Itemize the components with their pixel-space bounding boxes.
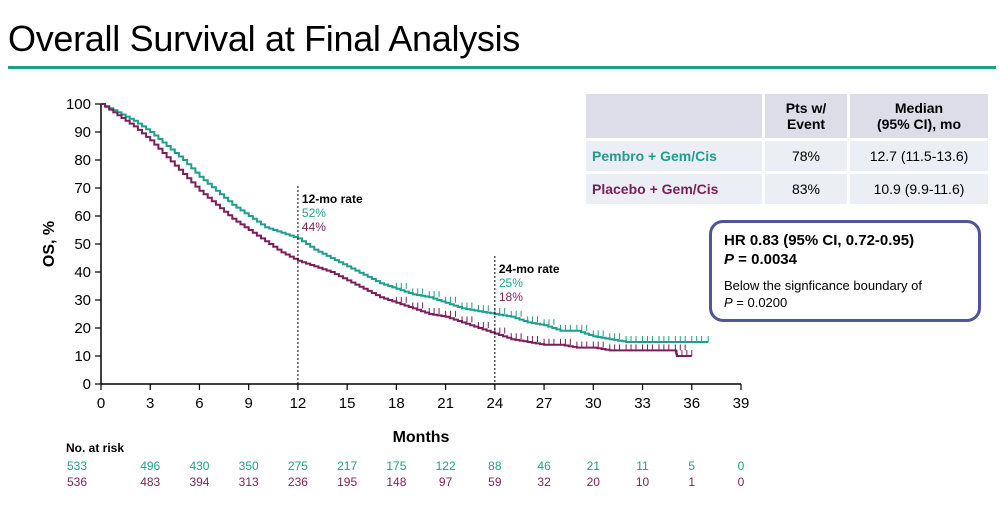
x-tick-label: 6	[195, 395, 203, 412]
y-tick-label: 40	[74, 264, 91, 281]
pembro-at-risk-value: 46	[537, 459, 551, 473]
pembro-at-risk-value: 496	[140, 459, 160, 473]
summary-row-label: Placebo + Gem/Cis	[586, 174, 762, 207]
x-tick-label: 24	[487, 395, 504, 412]
title-underline	[8, 66, 996, 69]
placebo-at-risk-value: 195	[337, 475, 357, 489]
x-tick-label: 33	[634, 395, 651, 412]
summary-header-pts-line2: Event	[786, 116, 826, 132]
placebo-at-risk-value: 10	[636, 475, 650, 489]
placebo-at-risk-value: 20	[587, 475, 601, 489]
summary-header-median-line1: Median	[894, 100, 944, 116]
placebo-at-risk-value: 1	[688, 475, 695, 489]
summary-header-empty	[586, 94, 762, 141]
pembro-curve	[101, 103, 709, 343]
pembro-at-risk-value: 122	[436, 459, 456, 473]
summary-header-median: Median (95% CI), mo	[847, 94, 988, 141]
x-tick-label: 30	[585, 395, 602, 412]
hazard-ratio-text: HR 0.83 (95% CI, 0.72-0.95)	[724, 232, 915, 249]
pembro-at-risk-value: 533	[67, 459, 87, 473]
x-tick-label: 18	[388, 395, 405, 412]
pembro-at-risk-value: 88	[488, 459, 502, 473]
summary-row-median: 12.7 (11.5-13.6)	[847, 141, 988, 174]
rate-label: 24-mo rate	[499, 262, 560, 276]
y-tick-label: 70	[74, 180, 91, 197]
x-tick-label: 15	[339, 395, 356, 412]
y-tick-label: 0	[83, 376, 91, 393]
y-tick-label: 50	[74, 236, 91, 253]
placebo-at-risk-value: 483	[140, 475, 160, 489]
placebo-rate-value: 44%	[302, 220, 326, 234]
pembro-at-risk-value: 175	[386, 459, 406, 473]
y-tick-label: 30	[74, 292, 91, 309]
x-tick-label: 3	[146, 395, 154, 412]
placebo-at-risk-value: 0	[738, 475, 745, 489]
x-tick-label: 36	[683, 395, 700, 412]
placebo-rate-value: 18%	[499, 290, 523, 304]
x-tick-label: 9	[245, 395, 253, 412]
y-tick-label: 80	[74, 152, 91, 169]
pembro-at-risk-value: 21	[587, 459, 601, 473]
y-tick-label: 100	[66, 96, 91, 113]
boundary-p-label: P	[724, 295, 733, 310]
x-tick-label: 39	[733, 395, 750, 412]
page-title: Overall Survival at Final Analysis	[8, 18, 520, 59]
pembro-at-risk-value: 0	[738, 459, 745, 473]
summary-row-pts: 78%	[762, 141, 847, 174]
p-value: = 0.0034	[734, 251, 797, 268]
pembro-at-risk-value: 217	[337, 459, 357, 473]
p-value-label: P	[724, 251, 735, 268]
x-tick-label: 21	[437, 395, 454, 412]
placebo-at-risk-value: 236	[288, 475, 308, 489]
summary-row-label: Pembro + Gem/Cis	[586, 141, 762, 174]
p-value-text: P = 0.0034	[724, 250, 966, 269]
y-tick-label: 20	[74, 320, 91, 337]
x-tick-label: 12	[290, 395, 307, 412]
y-tick-label: 60	[74, 208, 91, 225]
pembro-rate-value: 52%	[302, 206, 326, 220]
x-tick-label: 27	[536, 395, 553, 412]
placebo-at-risk-value: 394	[189, 475, 209, 489]
at-risk-title: No. at risk	[66, 441, 124, 455]
boundary-note: Below the signficance boundary of	[724, 278, 923, 293]
summary-row-pembro: Pembro + Gem/Cis 78% 12.7 (11.5-13.6)	[586, 141, 988, 174]
placebo-at-risk-value: 59	[488, 475, 502, 489]
summary-row-median: 10.9 (9.9-11.6)	[847, 174, 988, 207]
placebo-at-risk-value: 313	[239, 475, 259, 489]
summary-row-pts: 83%	[762, 174, 847, 207]
boundary-p-value: = 0.0200	[732, 295, 788, 310]
placebo-at-risk-value: 97	[439, 475, 453, 489]
summary-header-pts: Pts w/ Event	[762, 94, 847, 141]
pembro-at-risk-value: 275	[288, 459, 308, 473]
y-tick-label: 10	[74, 348, 91, 365]
pembro-rate-value: 25%	[499, 276, 523, 290]
summary-header-pts-line1: Pts w/	[785, 100, 827, 116]
y-tick-label: 90	[74, 124, 91, 141]
placebo-at-risk-value: 536	[67, 475, 87, 489]
placebo-at-risk-value: 148	[386, 475, 406, 489]
x-tick-label: 0	[97, 395, 105, 412]
placebo-at-risk-value: 32	[537, 475, 551, 489]
pembro-at-risk-value: 350	[239, 459, 259, 473]
summary-header-median-line2: (95% CI), mo	[876, 116, 961, 132]
hazard-ratio-box: HR 0.83 (95% CI, 0.72-0.95) P = 0.0034 B…	[709, 220, 981, 322]
boundary-p-text: P = 0.0200	[724, 294, 966, 311]
rate-label: 12-mo rate	[302, 192, 363, 206]
summary-table: Pts w/ Event Median (95% CI), mo Pembro …	[586, 94, 988, 207]
summary-table-header: Pts w/ Event Median (95% CI), mo	[586, 94, 988, 141]
pembro-at-risk-value: 430	[189, 459, 209, 473]
y-axis-title: OS, %	[41, 221, 58, 267]
pembro-at-risk-value: 11	[636, 459, 649, 473]
x-axis-title: Months	[393, 429, 450, 446]
pembro-at-risk-value: 5	[688, 459, 695, 473]
placebo-curve	[101, 103, 692, 357]
summary-row-placebo: Placebo + Gem/Cis 83% 10.9 (9.9-11.6)	[586, 174, 988, 207]
